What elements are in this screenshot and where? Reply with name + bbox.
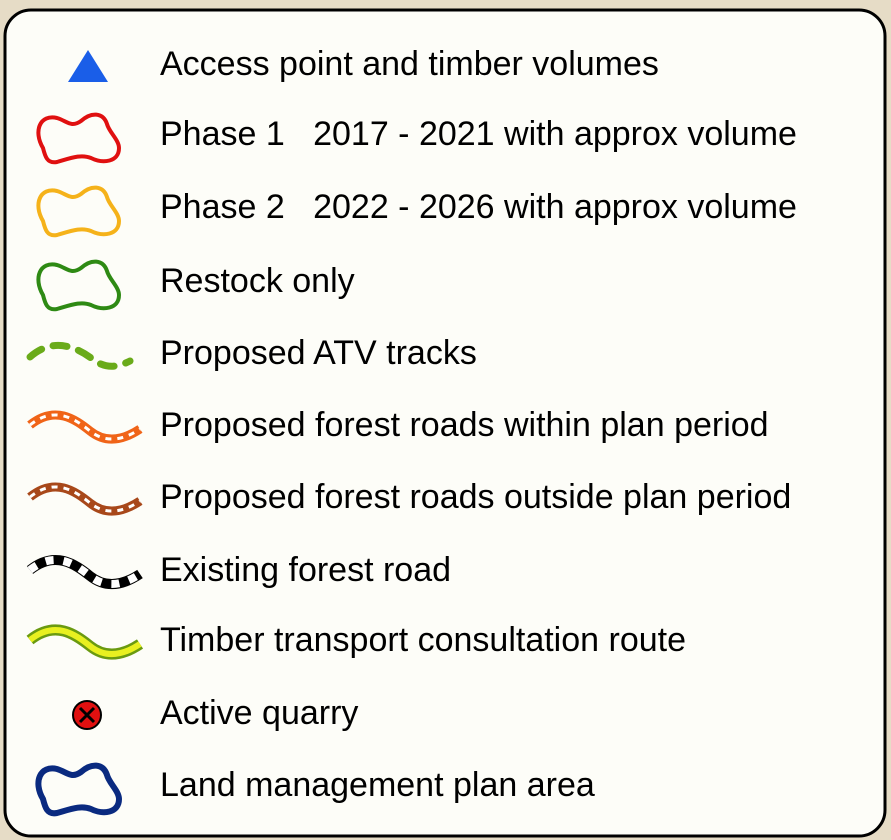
legend-row: Phase 1 2017 - 2021 with approx volume <box>36 112 797 165</box>
legend-label: Access point and timber volumes <box>160 45 659 83</box>
legend-box <box>3 8 887 838</box>
atv-track-symbol <box>26 341 134 370</box>
legend-row: Active quarry <box>72 694 358 732</box>
legend-label: Proposed forest roads outside plan perio… <box>160 478 791 516</box>
legend-row: Timber transport consultation route <box>30 621 686 659</box>
legend-label: Active quarry <box>160 694 358 732</box>
legend-label: Proposed ATV tracks <box>160 334 477 372</box>
legend-label: Restock only <box>160 262 355 300</box>
legend-row: Proposed forest roads outside plan perio… <box>30 478 791 516</box>
triangle-symbol <box>68 50 108 82</box>
legend-label: Existing forest road <box>160 551 451 589</box>
legend-row: Restock only <box>36 259 355 312</box>
legend-label: Land management plan area <box>160 766 595 804</box>
legend-row: Proposed ATV tracks <box>26 334 477 372</box>
legend-row: Land management plan area <box>38 766 595 814</box>
legend-row: Access point and timber volumes <box>68 45 659 83</box>
legend-label: Proposed forest roads within plan period <box>160 406 769 444</box>
legend-label: Timber transport consultation route <box>160 621 686 659</box>
legend-row: Proposed forest roads within plan period <box>30 406 769 444</box>
legend-row: Existing forest road <box>30 551 451 589</box>
quarry-cross <box>78 706 96 724</box>
legend-label: Phase 2 2022 - 2026 with approx volume <box>160 188 797 226</box>
legend-row: Phase 2 2022 - 2026 with approx volume <box>36 185 797 238</box>
legend-label: Phase 1 2017 - 2021 with approx volume <box>160 115 797 153</box>
